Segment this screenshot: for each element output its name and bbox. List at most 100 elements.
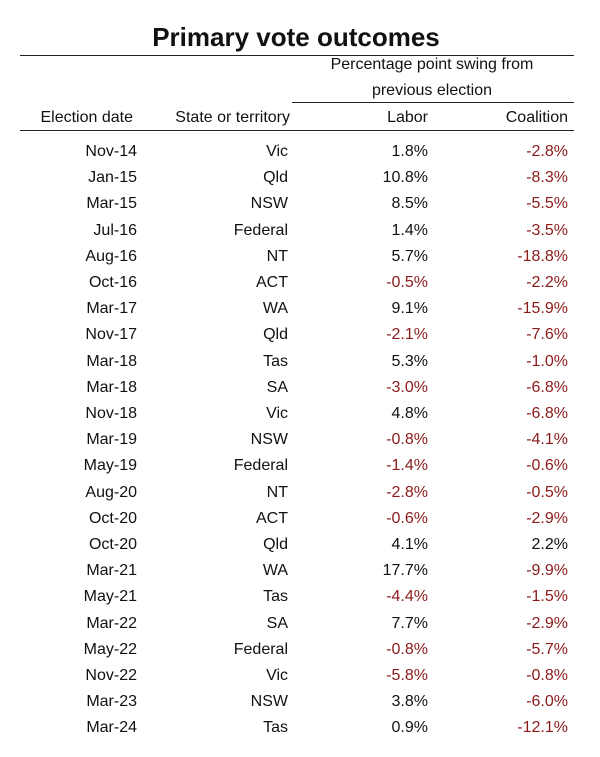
table-row: Mar-17 WA 9.1% -15.9%	[0, 296, 600, 322]
table-row: Nov-22 Vic -5.8% -0.8%	[0, 663, 600, 689]
cell-date: Jan-15	[88, 169, 137, 187]
cell-coalition: -7.6%	[526, 326, 568, 344]
cell-state: NSW	[250, 431, 288, 449]
table-row: Oct-16 ACT -0.5% -2.2%	[0, 270, 600, 296]
cell-coalition: -9.9%	[526, 562, 568, 580]
cell-date: Oct-20	[88, 509, 137, 527]
cell-state: SA	[266, 614, 288, 632]
cell-coalition: -0.6%	[526, 457, 568, 475]
cell-labor: 9.1%	[391, 300, 428, 318]
cell-labor: -2.8%	[386, 483, 428, 501]
cell-state: Qld	[263, 169, 288, 187]
table-row: Mar-23 NSW 3.8% -6.0%	[0, 689, 600, 715]
cell-state: Vic	[266, 143, 288, 160]
cell-labor: -1.4%	[386, 457, 428, 475]
table-row: Mar-21 WA 17.7% -9.9%	[0, 558, 600, 584]
cell-date: May-19	[83, 457, 137, 475]
cell-labor: 4.1%	[391, 536, 428, 553]
table-row: Jul-16 Federal 1.4% -3.5%	[0, 218, 600, 244]
cell-coalition: 2.2%	[531, 536, 568, 553]
cell-state: WA	[262, 300, 288, 318]
cell-labor: 0.9%	[391, 719, 428, 737]
cell-coalition: -2.8%	[526, 143, 568, 160]
cell-state: SA	[266, 378, 288, 396]
cell-date: Mar-18	[86, 378, 137, 396]
table-row: Mar-15 NSW 8.5% -5.5%	[0, 191, 600, 217]
cell-labor: -0.8%	[386, 640, 428, 658]
table-row: Nov-18 Vic 4.8% -6.8%	[0, 401, 600, 427]
cell-coalition: -1.0%	[526, 352, 568, 370]
cell-date: Mar-15	[86, 195, 137, 213]
cell-coalition: -6.8%	[526, 378, 568, 396]
cell-coalition: -2.9%	[526, 509, 568, 527]
table-title: Primary vote outcomes	[152, 22, 440, 52]
cell-date: May-21	[83, 588, 137, 606]
cell-date: Nov-18	[85, 405, 137, 422]
cell-date: Aug-20	[85, 483, 137, 501]
cell-state: Tas	[263, 588, 288, 606]
cell-labor: -0.8%	[386, 431, 428, 449]
cell-date: Jul-16	[93, 221, 137, 239]
cell-date: Nov-14	[85, 143, 137, 160]
header-coalition: Coalition	[505, 109, 568, 126]
cell-state: Vic	[266, 667, 288, 684]
cell-date: Mar-19	[86, 431, 137, 449]
cell-labor: -2.1%	[386, 326, 428, 344]
cell-state: Vic	[266, 405, 288, 422]
title-rule	[20, 55, 574, 56]
cell-coalition: -12.1%	[517, 719, 568, 737]
cell-date: Mar-21	[86, 562, 137, 580]
cell-labor: 7.7%	[391, 614, 428, 632]
group-header: Percentage point swing from previous ele…	[300, 52, 564, 104]
cell-date: Mar-22	[86, 614, 137, 632]
cell-date: Oct-20	[88, 536, 137, 553]
table-row: May-22 Federal -0.8% -5.7%	[0, 637, 600, 663]
cell-state: NSW	[250, 195, 288, 213]
cell-date: Mar-23	[86, 693, 137, 711]
cell-coalition: -2.2%	[526, 274, 568, 291]
cell-labor: -4.4%	[386, 588, 428, 606]
table-row: Mar-18 Tas 5.3% -1.0%	[0, 349, 600, 375]
cell-coalition: -1.5%	[526, 588, 568, 606]
cell-state: NT	[266, 247, 288, 265]
cell-coalition: -4.1%	[526, 431, 568, 449]
cell-labor: -0.6%	[386, 509, 428, 527]
cell-labor: 3.8%	[391, 693, 428, 711]
cell-labor: 8.5%	[391, 195, 428, 213]
cell-date: Mar-18	[86, 352, 137, 370]
cell-coalition: -5.5%	[526, 195, 568, 213]
cell-state: ACT	[256, 274, 288, 291]
table-row: Mar-18 SA -3.0% -6.8%	[0, 375, 600, 401]
cell-labor: 1.8%	[391, 143, 428, 160]
cell-coalition: -2.9%	[526, 614, 568, 632]
cell-state: Federal	[233, 640, 288, 658]
cell-state: ACT	[256, 509, 288, 527]
table-row: Oct-20 ACT -0.6% -2.9%	[0, 506, 600, 532]
cell-coalition: -8.3%	[526, 169, 568, 187]
table-row: Mar-22 SA 7.7% -2.9%	[0, 611, 600, 637]
cell-labor: -5.8%	[386, 667, 428, 684]
cell-coalition: -0.5%	[526, 483, 568, 501]
cell-labor: -0.5%	[386, 274, 428, 291]
cell-state: Tas	[263, 719, 288, 737]
cell-state: WA	[262, 562, 288, 580]
cell-state: Federal	[233, 457, 288, 475]
table-row: Aug-16 NT 5.7% -18.8%	[0, 244, 600, 270]
cell-coalition: -6.8%	[526, 405, 568, 422]
group-header-text: Percentage point swing from previous ele…	[330, 56, 534, 99]
group-header-rule	[292, 102, 574, 103]
table-row: Mar-24 Tas 0.9% -12.1%	[0, 715, 600, 741]
table-row: Nov-17 Qld -2.1% -7.6%	[0, 322, 600, 348]
cell-labor: 17.7%	[382, 562, 428, 580]
cell-coalition: -5.7%	[526, 640, 568, 658]
table-row: Mar-19 NSW -0.8% -4.1%	[0, 427, 600, 453]
cell-state: NSW	[250, 693, 288, 711]
table-row: Aug-20 NT -2.8% -0.5%	[0, 480, 600, 506]
table-row: May-21 Tas -4.4% -1.5%	[0, 584, 600, 610]
cell-date: Mar-24	[86, 719, 137, 737]
header-rule	[20, 130, 574, 131]
table-row: Nov-14 Vic 1.8% -2.8%	[0, 139, 600, 165]
header-labor: Labor	[387, 109, 428, 126]
cell-labor: 5.7%	[391, 247, 428, 265]
cell-coalition: -18.8%	[517, 247, 568, 265]
